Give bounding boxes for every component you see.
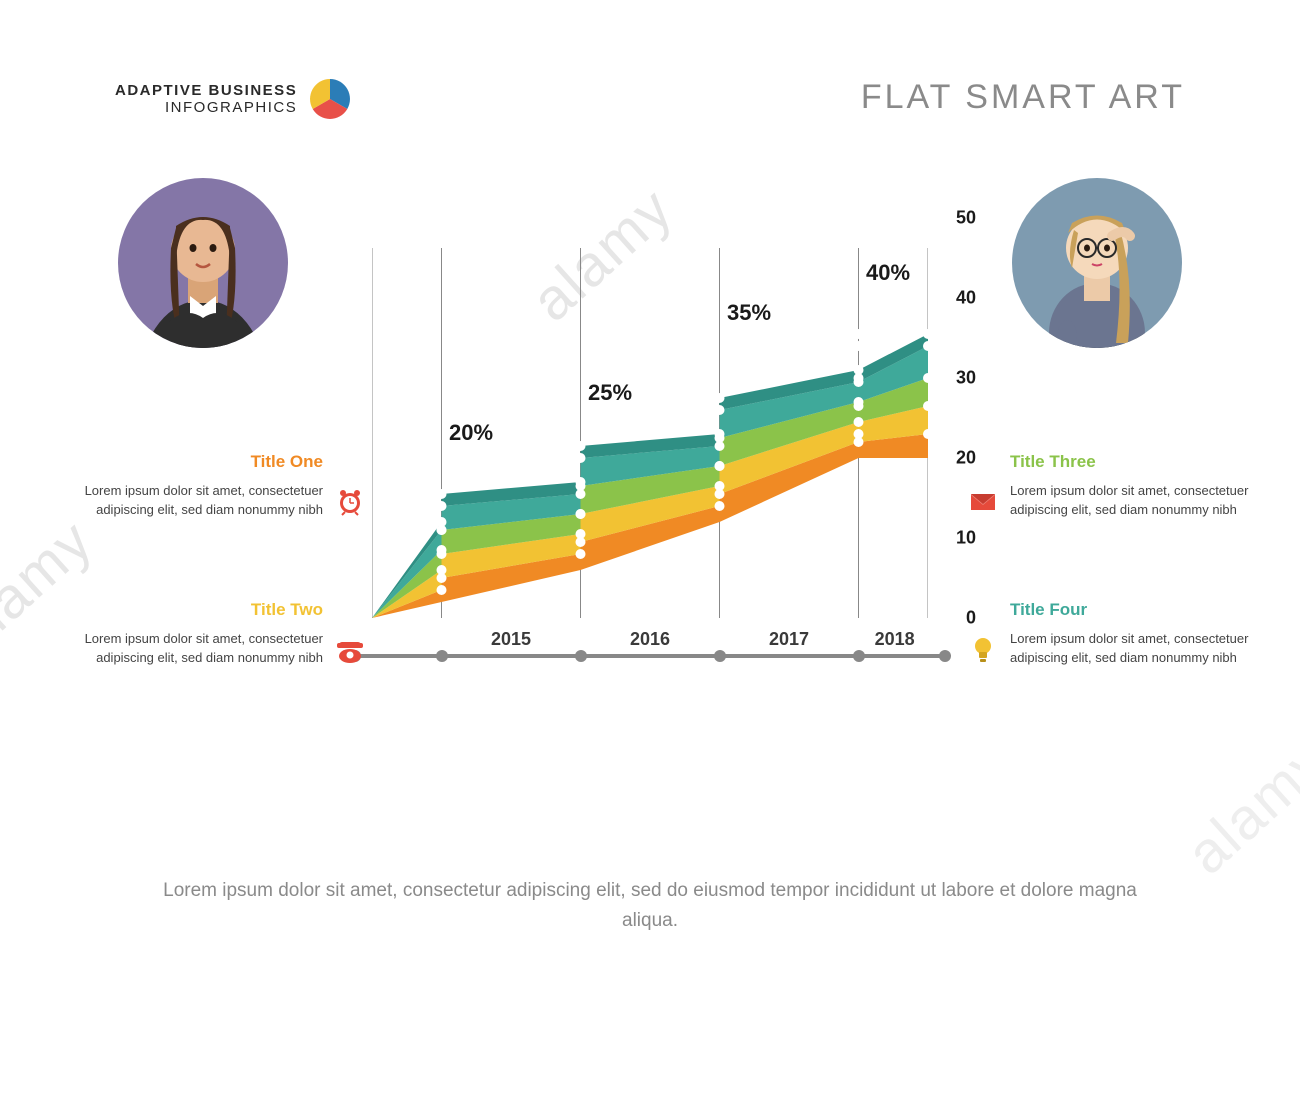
logo-text: ADAPTIVE BUSINESS INFOGRAPHICS — [115, 82, 297, 116]
info-block: Title Four Lorem ipsum dolor sit amet, co… — [1010, 600, 1255, 668]
watermark-text: alamy — [1174, 727, 1300, 887]
info-body: Lorem ipsum dolor sit amet, consectetuer… — [1010, 482, 1255, 520]
x-axis-dot — [575, 650, 587, 662]
x-axis-dot — [939, 650, 951, 662]
y-tick-label: 50 — [956, 208, 976, 229]
info-block: Title One Lorem ipsum dolor sit amet, con… — [78, 452, 323, 520]
info-body: Lorem ipsum dolor sit amet, consectetuer… — [78, 630, 323, 668]
area-chart: 01020304050201520162017201820%25%35%40% — [372, 218, 928, 668]
x-tick-label: 2018 — [875, 629, 915, 650]
logo-line2: INFOGRAPHICS — [115, 99, 297, 116]
y-tick-label: 0 — [966, 608, 976, 629]
y-tick-label: 30 — [956, 368, 976, 389]
y-tick-label: 10 — [956, 528, 976, 549]
mail-icon — [968, 486, 998, 516]
logo-line1: ADAPTIVE BUSINESS — [115, 82, 297, 99]
percent-label: 25% — [588, 380, 632, 406]
page-title: FLAT SMART ART — [861, 78, 1185, 117]
x-tick-label: 2017 — [769, 629, 809, 650]
info-title: Title Four — [1010, 600, 1255, 620]
pie-chart-icon — [309, 78, 351, 120]
x-axis-dot — [714, 650, 726, 662]
x-axis-dot — [853, 650, 865, 662]
header: ADAPTIVE BUSINESS INFOGRAPHICS FLAT SMAR… — [115, 78, 1185, 120]
info-title: Title One — [78, 452, 323, 472]
footer-text: Lorem ipsum dolor sit amet, consectetur … — [150, 876, 1150, 935]
x-axis-dot — [436, 650, 448, 662]
y-tick-label: 20 — [956, 448, 976, 469]
clock-icon — [335, 486, 365, 516]
info-body: Lorem ipsum dolor sit amet, consectetuer… — [78, 482, 323, 520]
bulb-icon — [968, 634, 998, 664]
info-title: Title Two — [78, 600, 323, 620]
phone-icon — [335, 634, 365, 664]
info-title: Title Three — [1010, 452, 1255, 472]
x-tick-label: 2016 — [630, 629, 670, 650]
percent-label: 35% — [727, 300, 771, 326]
avatar-right — [1012, 178, 1182, 348]
percent-label: 40% — [866, 260, 910, 286]
percent-label: 20% — [449, 420, 493, 446]
y-tick-label: 40 — [956, 288, 976, 309]
avatar-left — [118, 178, 288, 348]
logo-block: ADAPTIVE BUSINESS INFOGRAPHICS — [115, 78, 351, 120]
info-block: Title Two Lorem ipsum dolor sit amet, con… — [78, 600, 323, 668]
info-body: Lorem ipsum dolor sit amet, consectetuer… — [1010, 630, 1255, 668]
info-block: Title Three Lorem ipsum dolor sit amet, c… — [1010, 452, 1255, 520]
x-tick-label: 2015 — [491, 629, 531, 650]
